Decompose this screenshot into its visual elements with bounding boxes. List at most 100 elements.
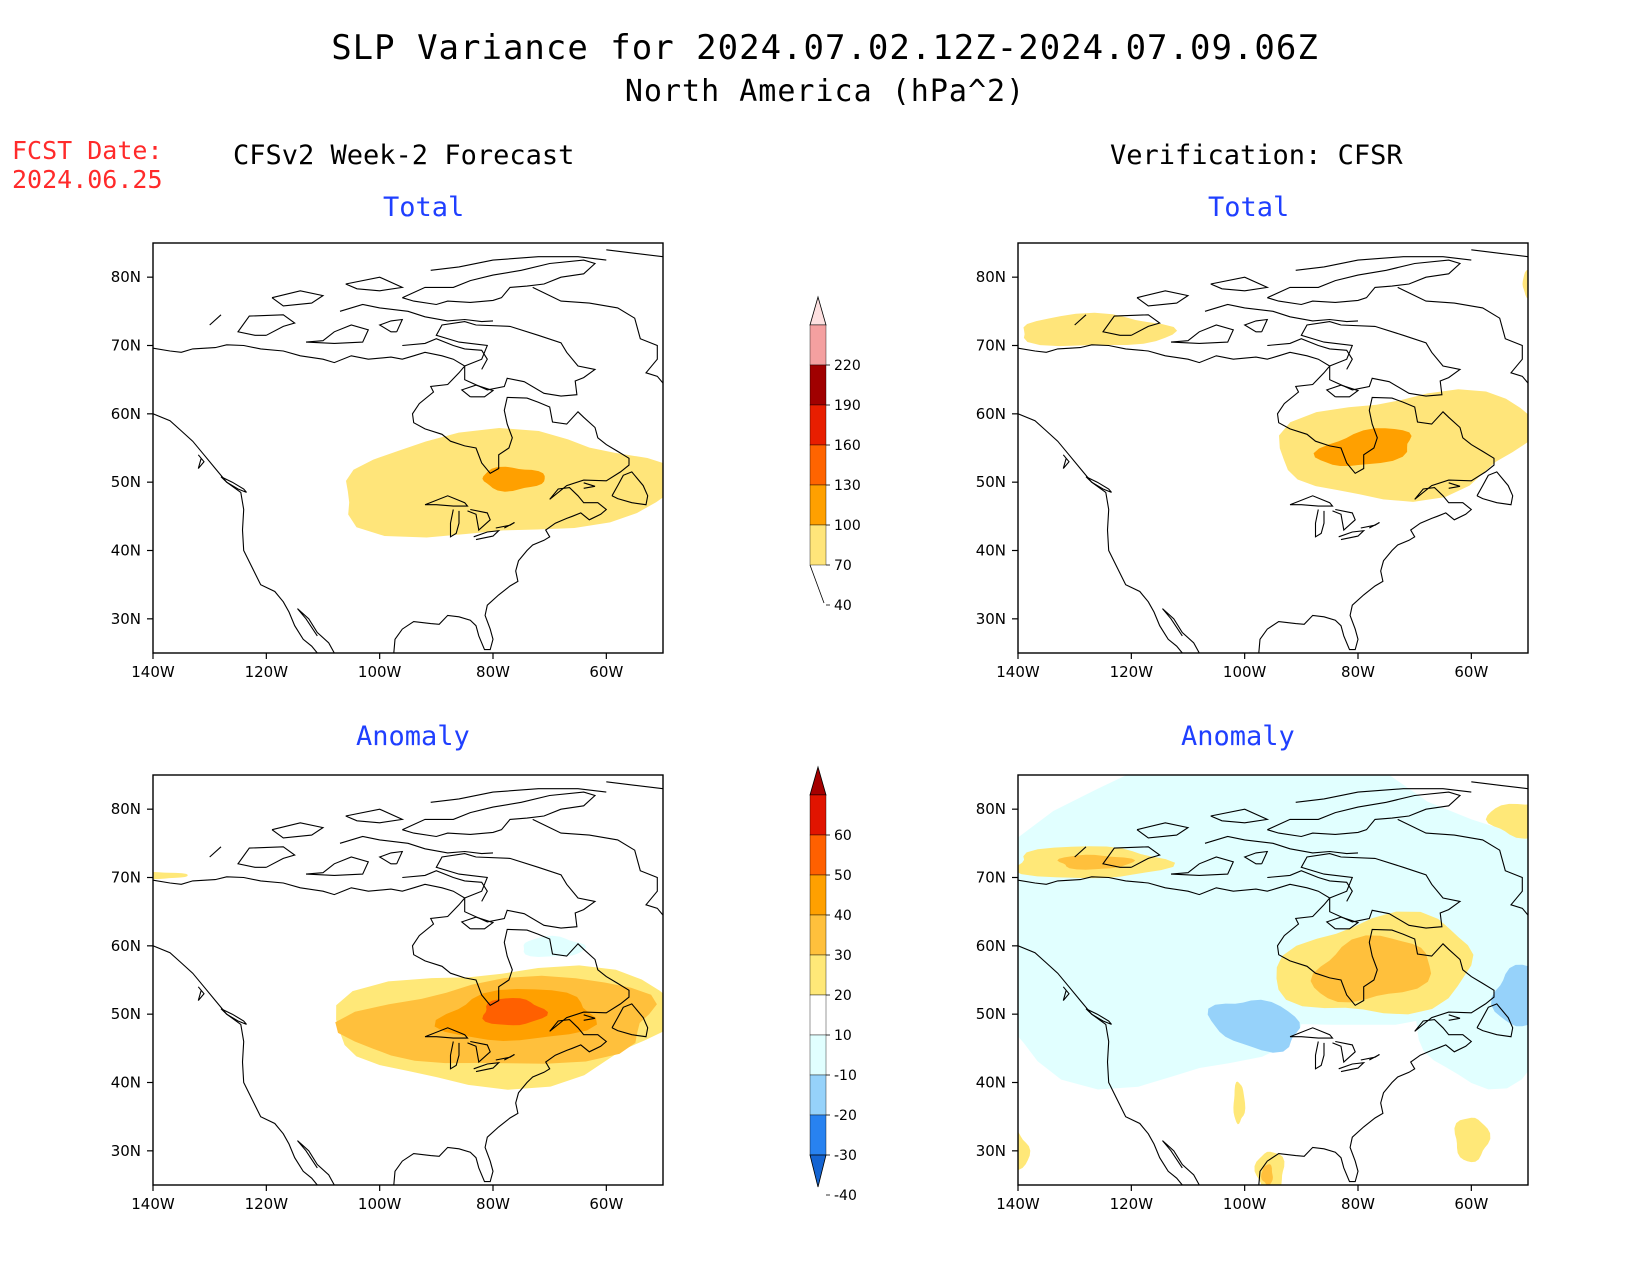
coastline xyxy=(220,1008,247,1025)
coastline xyxy=(1210,808,1270,824)
coastline xyxy=(237,846,296,868)
coastline xyxy=(1448,482,1461,489)
lat-label: 80N xyxy=(976,268,1006,286)
coastline xyxy=(1074,846,1087,858)
coastline xyxy=(1102,314,1161,336)
coastline xyxy=(1062,986,1070,1001)
colorbar-segment xyxy=(809,794,827,836)
lon-label: 120W xyxy=(1110,663,1154,681)
colorbar-segment xyxy=(809,954,827,996)
coastline xyxy=(1210,276,1270,292)
coastline xyxy=(1136,822,1190,839)
coastline xyxy=(1085,1008,1112,1025)
coastline xyxy=(1325,916,1360,930)
map-frame xyxy=(1017,242,1529,654)
lon-label: 120W xyxy=(245,663,289,681)
shaded-region xyxy=(482,998,548,1026)
coastline xyxy=(1170,856,1235,876)
lon-label: 100W xyxy=(1223,663,1267,681)
coastline xyxy=(1267,791,1462,838)
shaded-region xyxy=(1018,1131,1031,1170)
coastline xyxy=(271,822,325,839)
lat-label: 30N xyxy=(111,610,141,628)
coastline xyxy=(339,303,494,323)
forecast-column-title: CFSv2 Week-2 Forecast xyxy=(233,140,575,171)
map-verification-anomaly-svg: 80N 70N 60N 50N 40N 30N 140W 120W 100W 80W 60W xyxy=(976,774,1529,1213)
coastline xyxy=(611,471,649,506)
lat-label: 60N xyxy=(111,405,141,423)
coastline xyxy=(402,259,597,306)
lon-label: 80W xyxy=(476,1195,510,1213)
verification-total-title: Total xyxy=(1208,192,1290,223)
lat-label: 80N xyxy=(111,268,141,286)
coastline xyxy=(1471,781,1528,790)
colorbar-segment xyxy=(809,1074,827,1116)
fcst-date-caption: FCST Date: xyxy=(12,136,163,165)
coastline xyxy=(473,529,501,541)
forecast-date-label: FCST Date: 2024.06.25 xyxy=(12,136,163,194)
coastline xyxy=(1018,876,1495,1185)
coastline xyxy=(402,791,597,838)
colorbar-tick-label: 190 xyxy=(834,398,861,414)
coastline xyxy=(1267,338,1353,370)
coastline xyxy=(435,321,597,397)
lat-label: 50N xyxy=(111,1005,141,1023)
coastline xyxy=(1360,1054,1380,1061)
shaded-region xyxy=(1485,803,1528,839)
main-subtitle: North America (hPa^2) xyxy=(624,74,1026,109)
lon-label: 120W xyxy=(245,1195,289,1213)
coastline xyxy=(1325,384,1360,398)
lat-label: 70N xyxy=(111,869,141,887)
coastline xyxy=(1162,1140,1200,1185)
colorbar-cap-top xyxy=(809,765,827,796)
lat-label: 40N xyxy=(111,542,141,560)
map-frame xyxy=(152,774,664,1186)
shaded-region xyxy=(1491,964,1528,1027)
coastline xyxy=(460,916,495,930)
colorbar-tick-label: 20 xyxy=(834,988,852,1004)
coastline xyxy=(402,338,488,370)
map-forecast-total-svg: 80N 70N 60N 50N 40N 30N 140W 120W 100W 80W 60W xyxy=(111,242,664,681)
coastline xyxy=(1289,495,1334,507)
lat-label: 50N xyxy=(976,473,1006,491)
coastline xyxy=(305,856,370,876)
colorbar-tick-label: 160 xyxy=(834,438,861,454)
colorbar-tick-label: -30 xyxy=(834,1148,857,1164)
lon-label: 100W xyxy=(358,1195,402,1213)
shaded-region xyxy=(153,871,188,880)
coastline xyxy=(339,835,494,855)
colorbar-segment xyxy=(809,1114,827,1156)
lat-label: 60N xyxy=(976,405,1006,423)
coastline xyxy=(1295,788,1472,803)
coastline xyxy=(532,818,663,916)
lon-label: 140W xyxy=(131,663,175,681)
coastline xyxy=(197,986,205,1001)
coastline xyxy=(209,846,222,858)
coastline xyxy=(1332,1040,1356,1064)
colorbar-segment xyxy=(809,1034,827,1076)
lon-label: 60W xyxy=(589,1195,623,1213)
lon-label: 140W xyxy=(996,1195,1040,1213)
coastline xyxy=(449,1041,460,1070)
lon-label: 80W xyxy=(1341,663,1375,681)
map-forecast-total: 80N 70N 60N 50N 40N 30N 140W 120W 100W 80W 60W xyxy=(111,242,664,681)
coastline xyxy=(495,522,515,529)
lon-label: 80W xyxy=(1341,1195,1375,1213)
colorbar-tick-label: -20 xyxy=(834,1108,857,1124)
shaded-region xyxy=(1313,428,1412,466)
coastline xyxy=(1136,290,1190,307)
coastline xyxy=(1360,522,1380,529)
coastline xyxy=(424,495,469,507)
coastline xyxy=(1267,259,1462,306)
fcst-date-value: 2024.06.25 xyxy=(12,165,163,194)
lat-label: 40N xyxy=(976,1074,1006,1092)
lon-label: 60W xyxy=(1454,1195,1488,1213)
coastline xyxy=(1332,508,1356,532)
forecast-anomaly-title: Anomaly xyxy=(356,721,470,752)
shaded-region xyxy=(1233,1081,1246,1125)
coastline xyxy=(1102,846,1161,868)
coastline xyxy=(378,850,404,865)
coastline xyxy=(220,476,247,493)
colorbar-tick-label: -10 xyxy=(834,1068,857,1084)
coastline xyxy=(606,249,663,258)
